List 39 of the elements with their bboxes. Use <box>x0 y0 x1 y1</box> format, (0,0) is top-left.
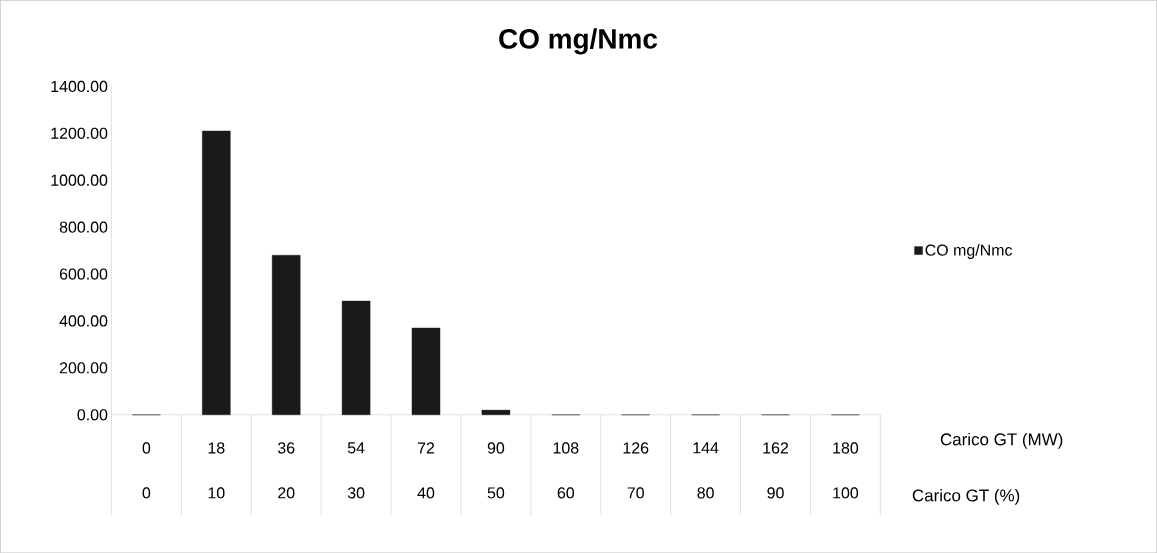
legend-label: CO mg/Nmc <box>925 243 1013 259</box>
text: 40 <box>417 487 435 499</box>
text: 80 <box>697 487 714 499</box>
bar <box>271 254 301 415</box>
bar <box>481 409 511 415</box>
y-tick-label: 1200.00 <box>51 127 108 139</box>
x-axis-title: Carico GT (MW) <box>940 432 1063 449</box>
bar <box>411 327 441 415</box>
y-tick-label: 200.00 <box>59 362 108 374</box>
text: 70 <box>627 487 644 499</box>
text: 60 <box>557 487 575 499</box>
x-tick-label: 0 <box>142 442 151 454</box>
bar <box>202 130 231 415</box>
x-tick-label: 36 <box>277 442 295 454</box>
x-tick-label: 126 <box>623 442 649 454</box>
y-tick-label: 1000.00 <box>51 174 108 186</box>
chart-title: CO mg/Nmc <box>499 28 658 55</box>
x-tick-label: 108 <box>553 442 579 454</box>
x-tick-label: 90 <box>487 442 505 454</box>
y-tick-label: 800.00 <box>59 221 108 233</box>
y-tick-label: 0.00 <box>77 409 108 421</box>
text: 50 <box>487 487 505 499</box>
text: 10 <box>208 487 225 499</box>
x-tick-label: 54 <box>347 442 365 454</box>
text: 30 <box>347 487 365 499</box>
x-tick-label: 144 <box>693 442 719 454</box>
bar <box>341 300 371 415</box>
text: Carico GT (%) <box>912 488 1020 505</box>
x-tick-label: 162 <box>763 442 789 454</box>
x-tick-label: 180 <box>833 442 859 454</box>
text: 90 <box>767 487 784 499</box>
y-tick-label: 400.00 <box>59 315 108 327</box>
y-tick-label: 600.00 <box>59 268 108 280</box>
text: 20 <box>278 487 295 499</box>
y-tick-label: 1400.00 <box>51 80 108 92</box>
x-tick-label: 72 <box>417 442 435 454</box>
text: 100 <box>833 487 859 499</box>
x-tick-label: 18 <box>208 442 225 454</box>
text: 0 <box>142 487 151 499</box>
